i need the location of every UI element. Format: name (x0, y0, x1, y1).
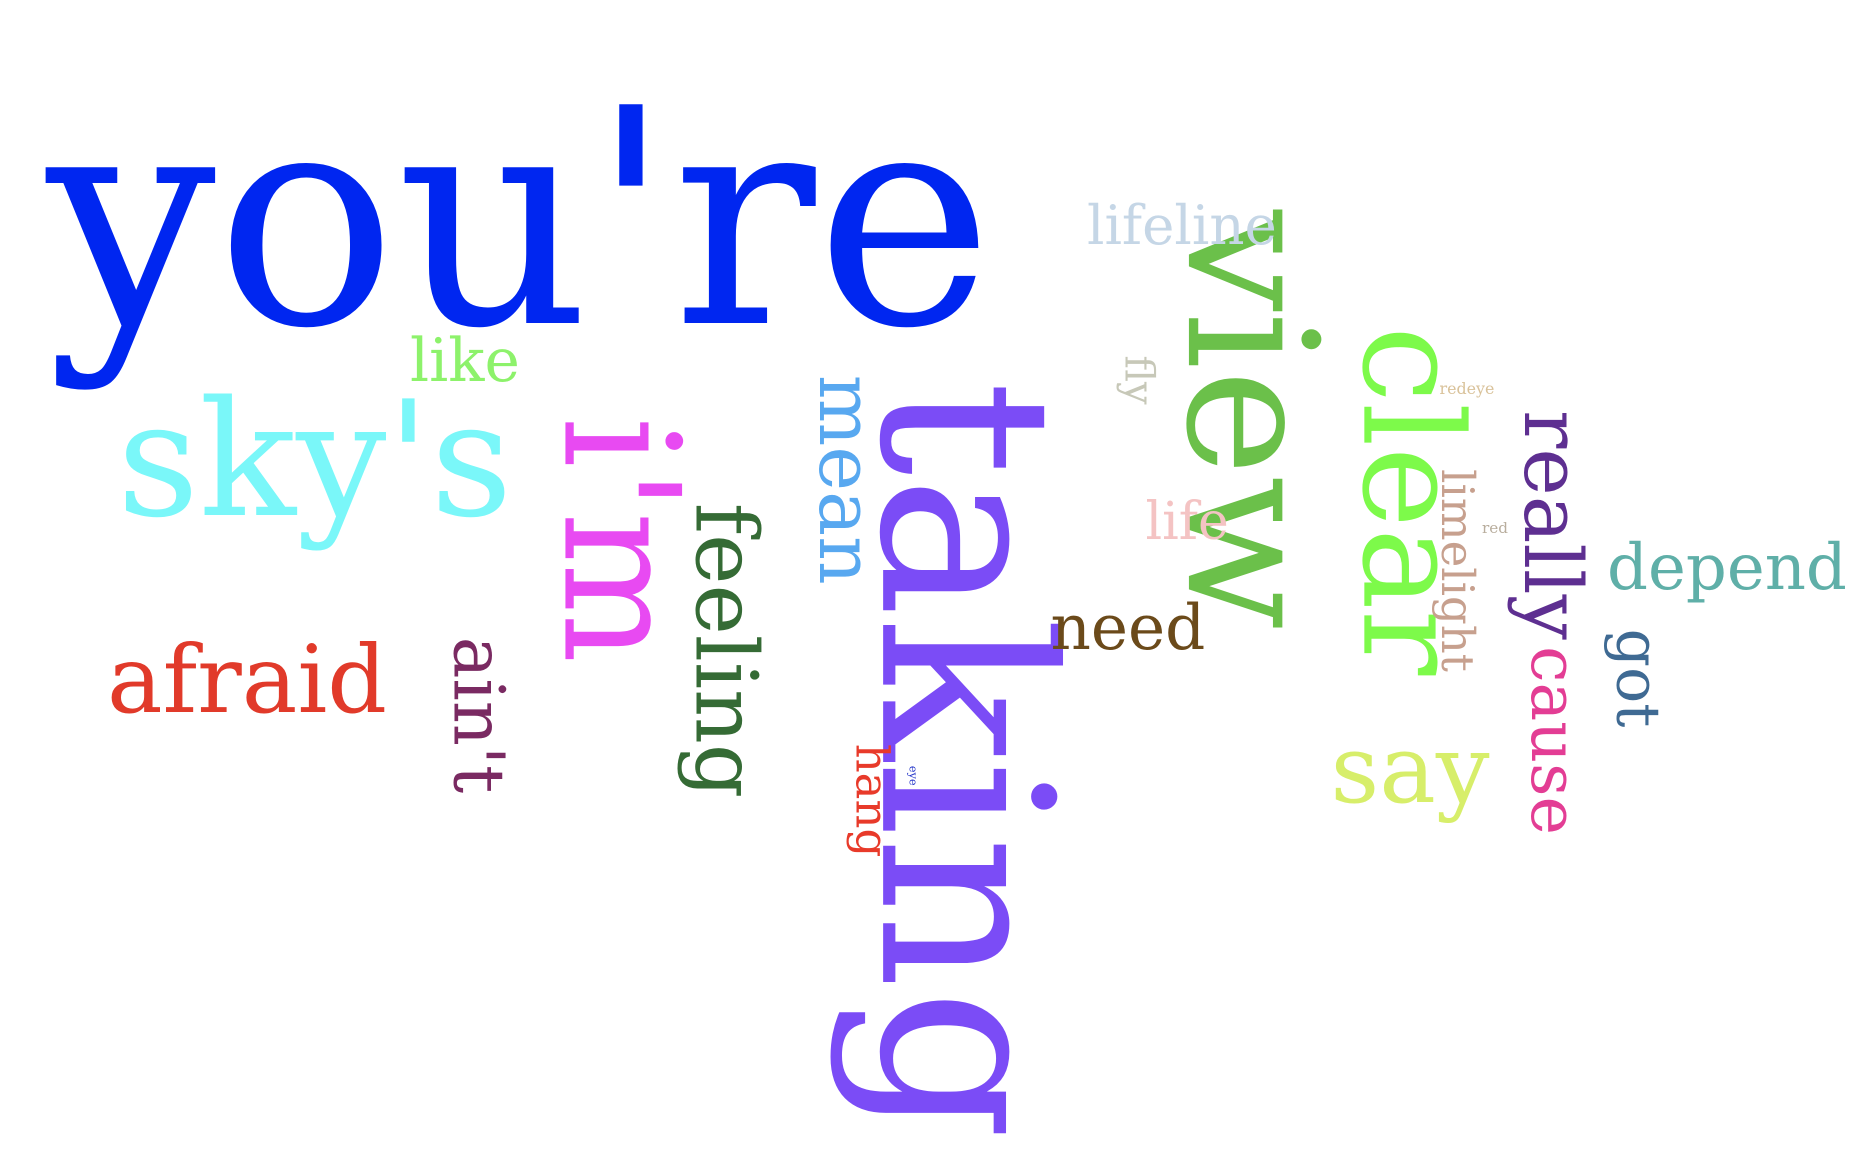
word-hang: hang (845, 743, 899, 857)
word-afraid: afraid (107, 625, 388, 735)
word-really: really (1505, 410, 1599, 640)
word-life: life (1145, 492, 1229, 552)
word-skys: sky's (117, 366, 513, 553)
word-fly: fly (1115, 355, 1162, 405)
word-aint: ain't (436, 636, 519, 794)
word-need: need (1050, 590, 1206, 664)
word-redeye: redeye (1439, 379, 1495, 398)
word-mean: mean (801, 374, 890, 585)
word-got: got (1601, 628, 1672, 728)
word-feeling: feeling (675, 502, 775, 798)
word-depend: depend (1607, 531, 1847, 605)
word-like: like (410, 327, 520, 396)
word-limelight: limelight (1430, 468, 1484, 672)
word-eye: eye (906, 765, 921, 786)
word-red: red (1482, 518, 1508, 537)
word-youre: you're (46, 45, 994, 394)
word-view: view (1145, 210, 1355, 630)
word-lifeline: lifeline (1087, 192, 1277, 257)
word-say: say (1330, 714, 1490, 825)
word-cause: cause (1515, 645, 1591, 835)
